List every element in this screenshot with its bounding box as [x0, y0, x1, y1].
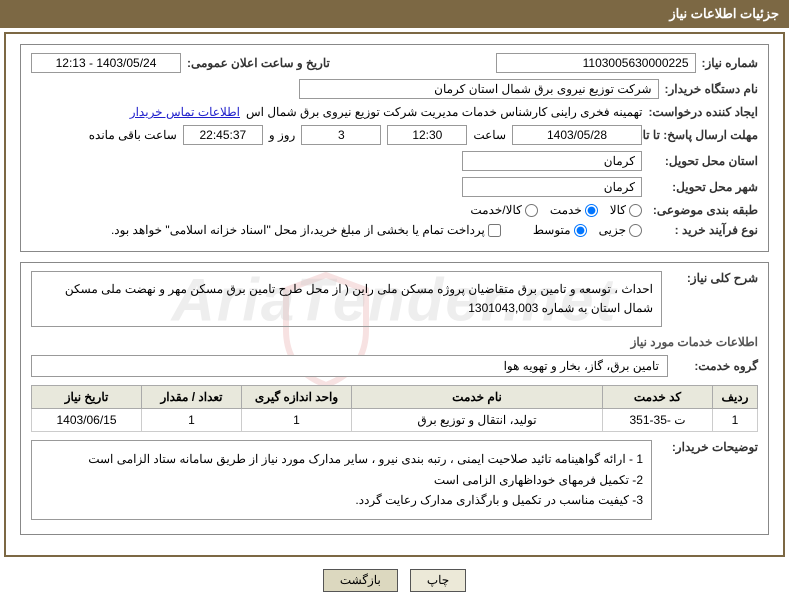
summary-label: شرح کلی نیاز: — [668, 271, 758, 285]
deadline-time: 12:30 — [387, 125, 467, 145]
services-table: ردیف کد خدمت نام خدمت واحد اندازه گیری ت… — [31, 385, 758, 432]
category-goods-radio[interactable] — [629, 204, 642, 217]
creator-label: ایجاد کننده درخواست: — [648, 105, 758, 119]
category-goods-label: کالا — [610, 203, 626, 217]
category-service-radio[interactable] — [585, 204, 598, 217]
city-value: کرمان — [462, 177, 642, 197]
table-row: 1 ت -35-351 تولید، انتقال و توزیع برق 1 … — [32, 409, 758, 432]
service-info-heading: اطلاعات خدمات مورد نیاز — [31, 335, 758, 349]
category-both-option[interactable]: کالا/خدمت — [470, 203, 537, 217]
note-line-1: 1 - ارائه گواهینامه تائید صلاحیت ایمنی ،… — [40, 449, 643, 469]
cell-row: 1 — [713, 409, 758, 432]
info-section: شماره نیاز: 1103005630000225 تاریخ و ساع… — [20, 44, 769, 252]
button-row: چاپ بازگشت — [0, 561, 789, 600]
province-label: استان محل تحویل: — [648, 154, 758, 168]
process-partial-radio[interactable] — [629, 224, 642, 237]
payment-checkbox[interactable] — [488, 224, 501, 237]
deadline-date: 1403/05/28 — [512, 125, 642, 145]
print-button[interactable]: چاپ — [410, 569, 466, 592]
buyer-notes-label: توضیحات خریدار: — [658, 440, 758, 454]
process-radio-group: جزیی متوسط — [533, 223, 642, 237]
category-goods-option[interactable]: کالا — [610, 203, 642, 217]
announce-date-label: تاریخ و ساعت اعلان عمومی: — [187, 56, 330, 70]
cell-name: تولید، انتقال و توزیع برق — [352, 409, 603, 432]
time-remaining: 22:45:37 — [183, 125, 263, 145]
payment-checkbox-item[interactable]: پرداخت تمام یا بخشی از مبلغ خرید،از محل … — [111, 223, 501, 237]
note-line-3: 3- کیفیت مناسب در تکمیل و بارگذاری مدارک… — [40, 490, 643, 510]
th-name: نام خدمت — [352, 386, 603, 409]
category-label: طبقه بندی موضوعی: — [648, 203, 758, 217]
note-line-2: 2- تکمیل فرمهای خوداظهاری الزامی است — [40, 470, 643, 490]
back-button[interactable]: بازگشت — [323, 569, 398, 592]
th-date: تاریخ نیاز — [32, 386, 142, 409]
deadline-label: مهلت ارسال پاسخ: تا تاریخ: — [648, 128, 758, 142]
city-label: شهر محل تحویل: — [648, 180, 758, 194]
category-both-radio[interactable] — [525, 204, 538, 217]
need-number-value: 1103005630000225 — [496, 53, 696, 73]
page-header: جزئیات اطلاعات نیاز — [0, 0, 789, 28]
th-row: ردیف — [713, 386, 758, 409]
page-title: جزئیات اطلاعات نیاز — [669, 6, 779, 21]
creator-value: تهمینه فخری راینی کارشناس خدمات مدیریت ش… — [246, 105, 642, 119]
summary-text: احداث ، توسعه و تامین برق متقاضیان پروژه… — [31, 271, 662, 327]
province-value: کرمان — [462, 151, 642, 171]
th-qty: تعداد / مقدار — [142, 386, 242, 409]
process-partial-option[interactable]: جزیی — [599, 223, 642, 237]
need-number-label: شماره نیاز: — [702, 56, 758, 70]
th-unit: واحد اندازه گیری — [242, 386, 352, 409]
buyer-notes-box: 1 - ارائه گواهینامه تائید صلاحیت ایمنی ،… — [31, 440, 652, 519]
announce-date-value: 1403/05/24 - 12:13 — [31, 53, 181, 73]
buyer-value: شرکت توزیع نیروی برق شمال استان کرمان — [299, 79, 659, 99]
cell-qty: 1 — [142, 409, 242, 432]
days-label: روز و — [269, 128, 296, 142]
category-service-option[interactable]: خدمت — [550, 203, 598, 217]
contact-link[interactable]: اطلاعات تماس خریدار — [130, 105, 240, 119]
service-group-value: تامین برق، گاز، بخار و تهویه هوا — [31, 355, 668, 377]
process-medium-option[interactable]: متوسط — [533, 223, 587, 237]
cell-unit: 1 — [242, 409, 352, 432]
category-both-label: کالا/خدمت — [470, 203, 521, 217]
cell-date: 1403/06/15 — [32, 409, 142, 432]
payment-note: پرداخت تمام یا بخشی از مبلغ خرید،از محل … — [111, 223, 485, 237]
days-remaining: 3 — [301, 125, 381, 145]
time-label: ساعت — [473, 128, 506, 142]
process-medium-radio[interactable] — [574, 224, 587, 237]
th-code: کد خدمت — [603, 386, 713, 409]
category-radio-group: کالا خدمت کالا/خدمت — [470, 203, 642, 217]
category-service-label: خدمت — [550, 203, 582, 217]
buyer-label: نام دستگاه خریدار: — [665, 82, 759, 96]
cell-code: ت -35-351 — [603, 409, 713, 432]
details-section: شرح کلی نیاز: احداث ، توسعه و تامین برق … — [20, 262, 769, 535]
main-container: شماره نیاز: 1103005630000225 تاریخ و ساع… — [4, 32, 785, 557]
process-partial-label: جزیی — [599, 223, 626, 237]
process-medium-label: متوسط — [533, 223, 571, 237]
service-group-label: گروه خدمت: — [668, 359, 758, 373]
process-label: نوع فرآیند خرید : — [648, 223, 758, 237]
remaining-label: ساعت باقی مانده — [89, 128, 177, 142]
